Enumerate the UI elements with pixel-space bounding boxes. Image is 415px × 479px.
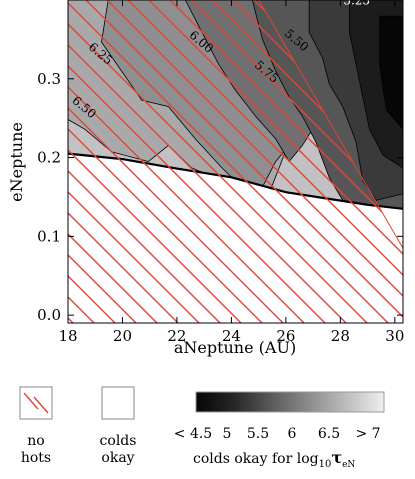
y-tick-label: 0.1 (37, 227, 61, 245)
hatch-line (68, 0, 301, 323)
plot-area (68, 0, 403, 323)
no-hots-swatch-hatch-1 (23, 392, 39, 410)
hatch-line (169, 0, 403, 323)
x-tick-label: 18 (58, 327, 77, 345)
contour-band-5-00 (379, 15, 403, 130)
colorbar-tick-label: 6.5 (318, 426, 340, 442)
hatch-line (68, 0, 133, 323)
x-axis-title: aNeptune (AU) (174, 338, 296, 357)
plot-frame (67, 0, 404, 324)
hatch-line (68, 0, 259, 323)
legend-no-hots: no hots (19, 386, 53, 466)
y-tick-label: 0.3 (37, 70, 61, 88)
hatch-line (68, 0, 217, 323)
x-tick-label: 24 (222, 327, 241, 345)
no-hots-swatch (19, 386, 53, 420)
hatch-line (127, 0, 403, 323)
colorbar-tick-label: 5.5 (247, 426, 269, 442)
colorbar-gradient (195, 391, 385, 413)
x-tick-label: 26 (276, 327, 295, 345)
colorbar-label-prefix: colds okay for log (193, 451, 319, 467)
hatch-line (68, 0, 238, 323)
no-hots-label-line1: no (27, 433, 44, 449)
hatch-line (68, 0, 196, 323)
hatch-line (68, 0, 280, 323)
x-axis-ticks: 18 20 22 24 26 28 30 (58, 0, 404, 345)
no-hots-hatch-layer (68, 0, 403, 323)
contour-label-5-25: 5.25 (343, 0, 370, 8)
colorbar: < 4.5 5 5.5 6 6.5 > 7 colds okay for log10τeN (174, 391, 385, 470)
hatch-line (148, 0, 403, 323)
hatch-line (68, 0, 403, 323)
colorbar-label: colds okay for log10τeN (193, 448, 355, 470)
colorbar-ticks: < 4.5 5 5.5 6 6.5 > 7 (174, 426, 381, 442)
colds-okay-region (68, 153, 403, 323)
colds-okay-boundary-line (68, 152, 403, 210)
colds-okay-label-line1: colds (100, 433, 137, 449)
x-tick-label: 30 (385, 327, 404, 345)
x-tick-label: 20 (113, 327, 132, 345)
no-hots-swatch-hatch-2 (33, 396, 49, 414)
hatch-line (68, 0, 385, 323)
colds-okay-swatch (101, 386, 135, 420)
colorbar-tick-label: 5 (223, 426, 232, 442)
hatch-line (68, 0, 364, 323)
y-tick-label: 0.2 (37, 149, 61, 167)
hatch-line (68, 0, 154, 323)
no-hots-label-line2: hots (21, 450, 51, 466)
colds-okay-label-line2: okay (101, 450, 134, 466)
hatch-line (68, 0, 343, 323)
hatch-line (232, 0, 403, 323)
colorbar-tick-label: < 4.5 (174, 426, 212, 442)
colorbar-label-tau: τ (331, 448, 342, 467)
hatch-line (68, 0, 175, 323)
x-tick-label: 28 (331, 327, 350, 345)
hatch-lines (68, 0, 403, 323)
y-tick-label: 0.0 (37, 306, 61, 324)
hatch-line (106, 0, 403, 323)
colorbar-tick-label: > 7 (355, 426, 380, 442)
hatch-line (85, 0, 403, 323)
colorbar-label-sub: 10 (319, 459, 332, 470)
y-axis-title: eNeptune (7, 122, 26, 202)
legend-colds-okay: colds okay (100, 386, 137, 466)
y-axis-ticks: 0.0 0.1 0.2 0.3 (37, 70, 403, 324)
contour-line-layer (68, 0, 403, 249)
hatch-line (68, 0, 322, 323)
colorbar-label-tau-sub: eN (342, 460, 355, 470)
no-hots-boundary-line (258, 0, 403, 249)
colorbar-tick-label: 6 (288, 426, 297, 442)
x-tick-label: 22 (167, 327, 186, 345)
